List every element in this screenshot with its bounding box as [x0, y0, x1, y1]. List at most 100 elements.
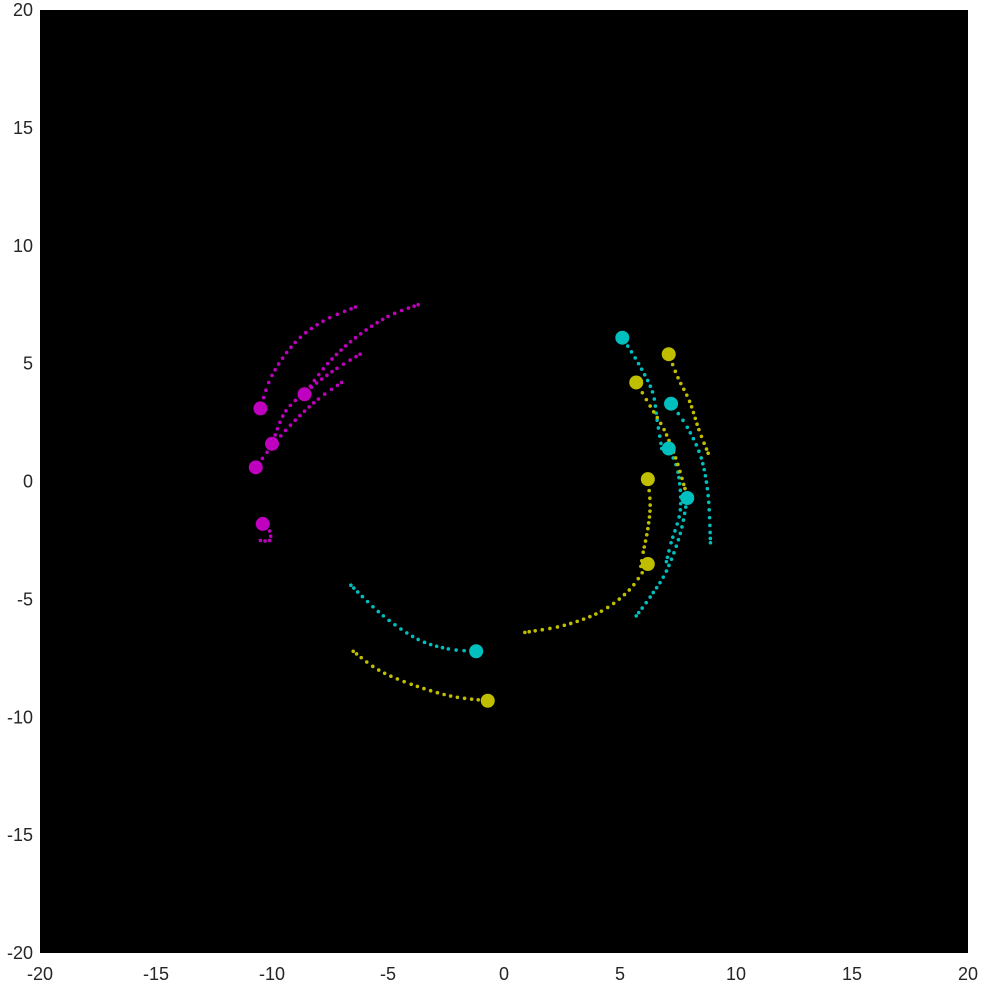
trail-point — [703, 473, 708, 478]
trail-point — [648, 384, 653, 389]
trail-point — [283, 428, 288, 433]
trail-point — [670, 362, 675, 367]
trail-point — [319, 377, 324, 381]
trail-point — [258, 538, 263, 543]
trail-point — [685, 393, 689, 397]
track-head-marker — [248, 460, 263, 475]
trail-point — [316, 397, 321, 401]
trail-point — [656, 426, 661, 430]
trail-point — [640, 570, 644, 575]
trail-point — [355, 590, 360, 594]
trail-point — [358, 331, 363, 336]
trail-point — [691, 410, 696, 415]
trail-point — [639, 367, 644, 371]
trail-point — [678, 381, 683, 386]
trail-point — [605, 605, 610, 610]
trail-point — [708, 530, 712, 535]
trail-point — [309, 385, 314, 390]
trail-point — [706, 451, 710, 456]
trail-point — [676, 411, 681, 416]
trail-point — [676, 537, 681, 542]
trail-point — [267, 529, 272, 533]
trail-point — [697, 449, 701, 454]
trail-point — [381, 614, 386, 618]
trail-point — [469, 697, 474, 701]
trail-point — [293, 418, 298, 423]
trail-point — [406, 306, 411, 310]
trail-point — [311, 401, 316, 405]
trail-point — [674, 544, 679, 549]
trail-point — [307, 405, 311, 409]
trail-point — [691, 436, 696, 441]
trail-point — [627, 588, 632, 592]
trail-point — [533, 629, 537, 633]
trail-point — [312, 378, 317, 383]
x-tick-label: 20 — [958, 964, 978, 984]
trail-point — [261, 395, 266, 400]
trail-point — [664, 559, 669, 564]
trail-point — [410, 634, 415, 639]
trail-point — [339, 380, 344, 385]
trail-0-1 — [305, 302, 420, 393]
trail-point — [267, 538, 272, 543]
trail-point — [594, 612, 598, 616]
trail-point — [704, 447, 709, 451]
plot-area — [40, 10, 968, 953]
trail-point — [662, 427, 666, 432]
trail-point — [629, 350, 634, 354]
trail-point — [273, 433, 277, 437]
trail-point — [647, 488, 651, 493]
trail-point — [665, 555, 670, 560]
trail-point — [680, 476, 684, 481]
trail-point — [661, 575, 666, 579]
track-head-marker — [661, 441, 676, 456]
trail-point — [562, 623, 567, 628]
trail-point — [673, 529, 677, 533]
trail-point — [633, 356, 638, 360]
track-head-marker — [680, 491, 695, 506]
trail-point — [293, 398, 298, 403]
trail-point — [693, 416, 698, 421]
trail-point — [636, 610, 641, 615]
trail-point — [265, 450, 269, 455]
trail-point — [659, 441, 663, 446]
trail-point — [266, 380, 271, 385]
trail-point — [695, 422, 699, 427]
trail-point — [688, 431, 693, 435]
trail-point — [435, 690, 440, 695]
trail-point — [641, 550, 645, 555]
trail-1-3 — [634, 500, 689, 618]
trail-point — [329, 387, 334, 392]
trail-2-3 — [523, 565, 648, 635]
trail-point — [672, 551, 676, 555]
trail-point — [422, 640, 427, 645]
trail-point — [653, 404, 658, 408]
trail-point — [370, 664, 375, 669]
trail-point — [353, 305, 358, 309]
trail-point — [644, 397, 649, 402]
trail-point — [687, 399, 692, 404]
trail-point — [669, 540, 673, 545]
trail-point — [289, 345, 293, 350]
trail-point — [375, 320, 379, 325]
trail-point — [428, 688, 433, 693]
trail-point — [416, 637, 420, 642]
y-tick-label: 5 — [23, 354, 33, 374]
y-tick-label: -5 — [17, 589, 33, 609]
trail-point — [395, 677, 400, 681]
y-tick-label: 15 — [13, 118, 33, 138]
trail-point — [658, 580, 662, 585]
trail-point — [701, 461, 705, 466]
trail-point — [651, 410, 656, 414]
trail-point — [303, 330, 308, 335]
trail-point — [270, 373, 274, 378]
trail-point — [683, 486, 687, 491]
track-head-marker — [629, 375, 644, 390]
track-head-marker — [664, 396, 679, 411]
trail-point — [681, 518, 686, 522]
trail-point — [376, 609, 381, 614]
y-tick-label: -15 — [7, 825, 33, 845]
trail-point — [702, 441, 706, 445]
trail-point — [327, 315, 332, 320]
trail-point — [676, 375, 680, 380]
